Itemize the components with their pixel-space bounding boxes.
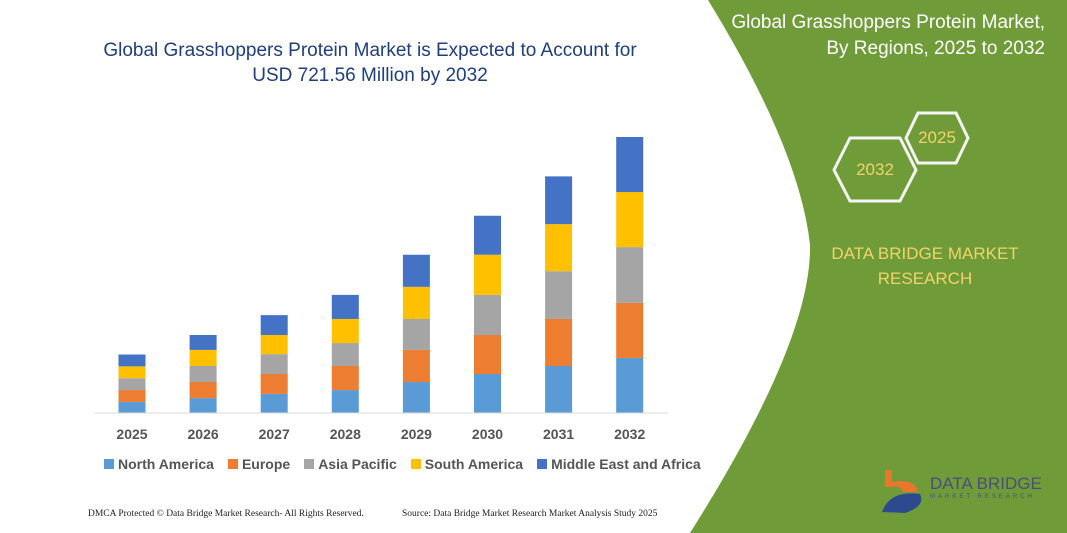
bar-2027-north-america: [260, 393, 288, 413]
hex-2025-icon: [904, 111, 970, 165]
bar-2032-north-america: [616, 357, 644, 413]
bar-2031-middle-east-and-africa: [545, 176, 573, 225]
x-tick-label: 2029: [400, 426, 432, 442]
bar-2025-south-america: [118, 366, 146, 379]
legend-swatch: [304, 459, 315, 469]
bar-2027-south-america: [260, 335, 288, 355]
legend: North America Europe Asia Pacific South Ame…: [104, 456, 701, 472]
bar-2026-north-america: [189, 398, 217, 413]
legend-label: Asia Pacific: [318, 456, 397, 472]
bar-2030-south-america: [474, 254, 501, 295]
x-tick-label: 2030: [471, 426, 504, 442]
bar-2027-middle-east-and-africa: [260, 315, 288, 336]
bar-2030-north-america: [474, 374, 501, 413]
logo-text: DATA BRIDGE: [930, 474, 1042, 493]
x-tick-label: 2027: [258, 426, 290, 442]
legend-swatch: [410, 459, 421, 469]
bar-2031-europe: [545, 318, 573, 366]
bar-2030-europe: [474, 335, 501, 375]
legend-label: South America: [424, 456, 524, 472]
bar-2028-south-america: [331, 318, 359, 344]
legend-item: South America: [410, 456, 524, 472]
bar-2029-north-america: [402, 382, 430, 413]
bar-2029-europe: [402, 349, 430, 383]
brand-text: DATA BRIDGE MARKET RESEARCH: [831, 244, 1019, 288]
legend-item: North America: [104, 456, 214, 472]
bar-2028-north-america: [331, 390, 359, 413]
bar-2028-europe: [331, 365, 359, 391]
logo-subtext: MARKET RESEARCH: [930, 494, 1035, 500]
bar-2025-middle-east-and-africa: [118, 354, 146, 367]
x-tick-label: 2032: [614, 426, 646, 442]
bar-2031-south-america: [545, 224, 573, 272]
x-tick-label: 2026: [187, 426, 219, 442]
legend-label: North America: [118, 456, 214, 472]
bar-2026-asia-pacific: [189, 365, 217, 383]
panel-title: Global Grasshoppers Protein Market, By Re…: [731, 12, 1045, 59]
legend-label: Europe: [241, 456, 291, 472]
x-tick-label: 2028: [329, 426, 361, 442]
bar-2027-asia-pacific: [260, 354, 288, 375]
bar-2029-middle-east-and-africa: [402, 254, 430, 287]
hex-2032-label: 2032: [856, 160, 894, 179]
bar-2026-middle-east-and-africa: [189, 335, 217, 350]
bar-2032-south-america: [616, 192, 644, 248]
bar-2029-asia-pacific: [402, 318, 430, 350]
bar-2031-asia-pacific: [545, 271, 573, 319]
bar-2028-asia-pacific: [331, 343, 359, 366]
bar-2025-asia-pacific: [118, 378, 146, 391]
logo-icon: [882, 470, 922, 513]
legend-swatch: [537, 459, 548, 469]
chart-title: Global Grasshoppers Protein Market is Ex…: [103, 40, 637, 86]
bar-2027-europe: [260, 374, 288, 394]
bar-2028-middle-east-and-africa: [331, 294, 359, 319]
bar-2032-middle-east-and-africa: [616, 137, 644, 193]
hex-2032-icon: [832, 136, 918, 203]
bar-2032-europe: [616, 302, 644, 358]
bar-2026-europe: [189, 382, 217, 399]
bar-2030-middle-east-and-africa: [474, 215, 501, 255]
legend-swatch: [104, 459, 114, 469]
legend-item: Europe: [227, 456, 291, 472]
legend-label: Middle East and Africa: [551, 456, 701, 472]
x-tick-label: 2031: [543, 426, 575, 442]
bar-2026-south-america: [189, 349, 217, 366]
bar-2032-asia-pacific: [616, 247, 644, 303]
legend-swatch: [227, 459, 238, 469]
legend-item: Middle East and Africa: [537, 456, 701, 472]
bar-2031-north-america: [545, 365, 573, 413]
bar-2029-south-america: [402, 286, 430, 319]
bar-2025-north-america: [118, 401, 146, 413]
bar-2025-europe: [118, 390, 146, 402]
hex-2025-label: 2025: [918, 128, 956, 147]
footer-source: Source: Data Bridge Market Research Mark…: [402, 509, 658, 519]
legend-item: Asia Pacific: [304, 456, 397, 472]
footer-copyright: DMCA Protected © Data Bridge Market Rese…: [88, 509, 364, 519]
x-tick-label: 2025: [116, 426, 148, 442]
bar-2030-asia-pacific: [474, 294, 501, 336]
green-panel: [690, 0, 1067, 533]
